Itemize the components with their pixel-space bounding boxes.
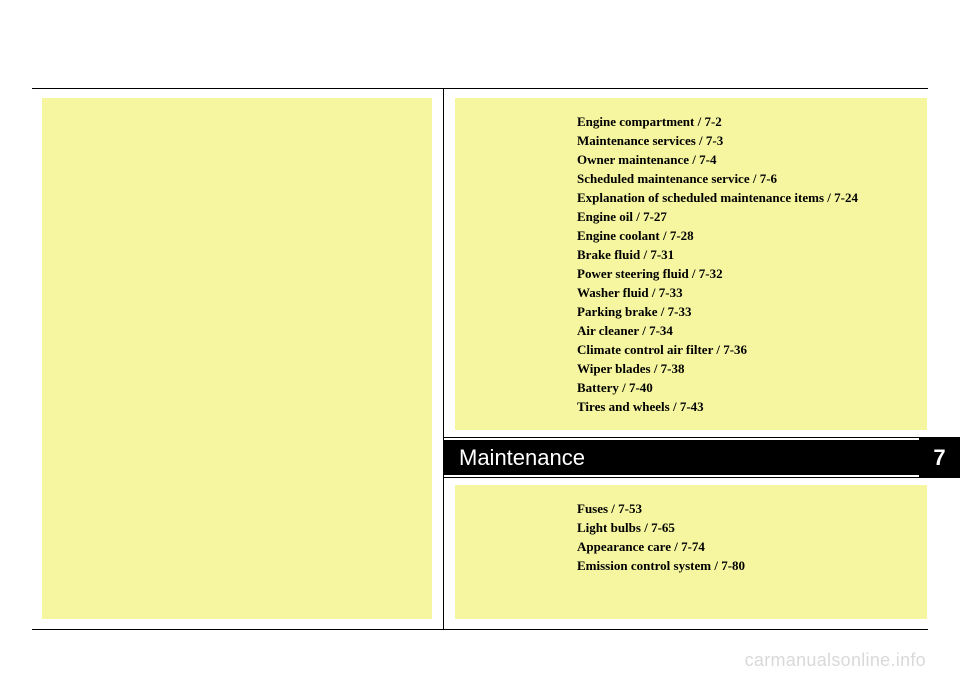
toc-item: Engine coolant / 7-28 bbox=[577, 226, 919, 245]
chapter-title-bar: Maintenance bbox=[443, 440, 938, 475]
toc-item: Parking brake / 7-33 bbox=[577, 302, 919, 321]
toc-item: Scheduled maintenance service / 7-6 bbox=[577, 169, 919, 188]
chapter-number: 7 bbox=[933, 445, 945, 471]
toc-upper-panel: Engine compartment / 7-2 Maintenance ser… bbox=[455, 98, 927, 430]
toc-item: Air cleaner / 7-34 bbox=[577, 321, 919, 340]
left-highlight-block bbox=[42, 98, 432, 619]
toc-item: Fuses / 7-53 bbox=[577, 499, 919, 518]
toc-item: Light bulbs / 7-65 bbox=[577, 518, 919, 537]
chapter-title: Maintenance bbox=[443, 445, 938, 471]
toc-item: Explanation of scheduled maintenance ite… bbox=[577, 188, 919, 207]
watermark-text: carmanualsonline.info bbox=[745, 650, 926, 671]
chapter-number-box: 7 bbox=[919, 437, 960, 478]
toc-item: Brake fluid / 7-31 bbox=[577, 245, 919, 264]
toc-item: Wiper blades / 7-38 bbox=[577, 359, 919, 378]
toc-item: Appearance care / 7-74 bbox=[577, 537, 919, 556]
toc-item: Power steering fluid / 7-32 bbox=[577, 264, 919, 283]
page-border-top bbox=[32, 88, 928, 89]
title-border-top bbox=[443, 437, 938, 438]
toc-lower-panel: Fuses / 7-53 Light bulbs / 7-65 Appearan… bbox=[455, 485, 927, 619]
toc-item: Tires and wheels / 7-43 bbox=[577, 397, 919, 416]
toc-item: Owner maintenance / 7-4 bbox=[577, 150, 919, 169]
toc-item: Battery / 7-40 bbox=[577, 378, 919, 397]
page-border-bottom bbox=[32, 629, 928, 630]
toc-item: Climate control air filter / 7-36 bbox=[577, 340, 919, 359]
toc-item: Emission control system / 7-80 bbox=[577, 556, 919, 575]
title-border-bottom bbox=[443, 477, 938, 478]
toc-item: Maintenance services / 7-3 bbox=[577, 131, 919, 150]
toc-item: Engine compartment / 7-2 bbox=[577, 112, 919, 131]
vertical-divider-top bbox=[443, 88, 444, 440]
toc-item: Washer fluid / 7-33 bbox=[577, 283, 919, 302]
toc-item: Engine oil / 7-27 bbox=[577, 207, 919, 226]
vertical-divider-bottom bbox=[443, 475, 444, 629]
